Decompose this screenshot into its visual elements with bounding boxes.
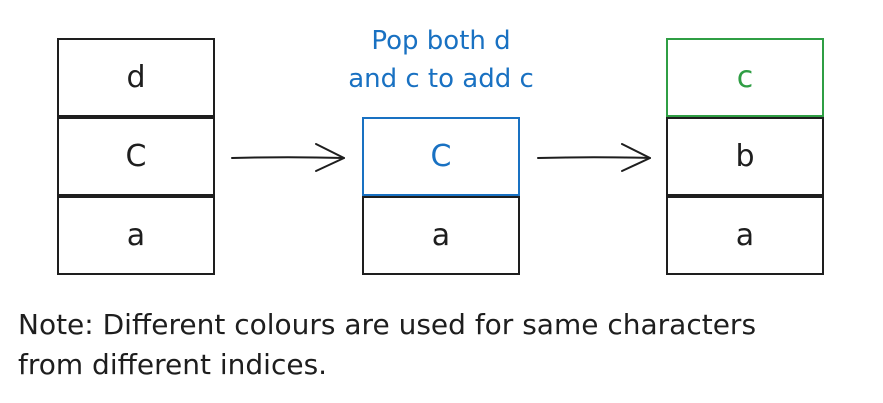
- stack-cell-top: c: [666, 38, 824, 117]
- annotation-line-1: Pop both d: [371, 26, 511, 56]
- stack-cell-bottom: a: [666, 196, 824, 275]
- note-line-2: from different indices.: [18, 348, 328, 381]
- stack-middle: C a: [362, 117, 520, 275]
- stack-cell-middle: b: [666, 117, 824, 196]
- note-line-1: Note: Different colours are used for sam…: [18, 308, 757, 341]
- stack-cell-bottom: a: [57, 196, 215, 275]
- annotation-line-2: and c to add c: [348, 64, 534, 94]
- stack-cell-bottom: a: [362, 196, 520, 275]
- stack-cell-top: C: [362, 117, 520, 196]
- annotation-text: Pop both d and c to add c: [316, 22, 566, 98]
- arrow-right-icon: [537, 143, 651, 172]
- stack-cell-top: d: [57, 38, 215, 117]
- stack-cell-middle: C: [57, 117, 215, 196]
- note-text: Note: Different colours are used for sam…: [18, 305, 878, 385]
- stack-final: c b a: [666, 38, 824, 275]
- arrow-right-icon: [231, 143, 345, 172]
- stack-initial: d C a: [57, 38, 215, 275]
